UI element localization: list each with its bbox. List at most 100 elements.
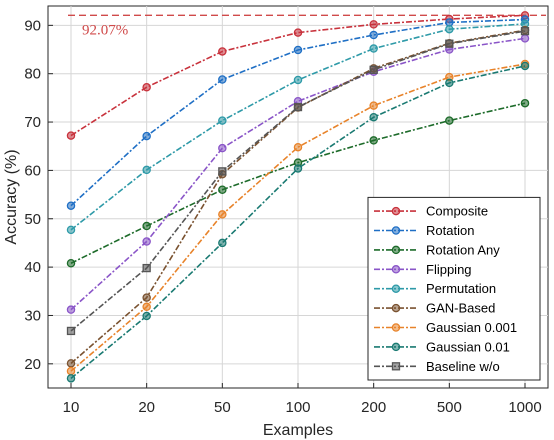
data-point <box>142 302 151 312</box>
legend-marker <box>391 265 401 274</box>
legend-label: GAN-Based <box>426 301 495 316</box>
legend-marker <box>391 342 401 352</box>
series-gaussian-0-01 <box>66 61 530 383</box>
legend-entry: Rotation <box>374 223 474 238</box>
series-layer <box>66 11 530 383</box>
legend-label: Gaussian 0.01 <box>426 339 510 354</box>
data-point <box>445 24 454 34</box>
data-point <box>293 164 303 173</box>
data-point <box>369 44 378 53</box>
data-point <box>66 326 76 336</box>
legend-entry: Gaussian 0.01 <box>374 339 510 354</box>
data-point <box>445 78 454 88</box>
legend-marker <box>391 226 401 235</box>
data-point <box>369 65 378 74</box>
y-axis-title: Accuracy (%) <box>3 149 20 244</box>
data-point <box>142 293 151 302</box>
legend-marker <box>391 362 401 371</box>
data-point <box>218 75 227 84</box>
data-point <box>293 75 303 85</box>
data-point <box>142 263 151 273</box>
legend-marker <box>391 323 401 332</box>
data-point <box>66 366 76 376</box>
data-point <box>445 116 454 125</box>
y-tick-label: 80 <box>24 66 41 83</box>
series-baseline-w-o <box>66 26 530 336</box>
data-point <box>369 20 378 29</box>
data-point <box>369 136 378 145</box>
legend-label: Composite <box>426 204 488 219</box>
data-point <box>66 131 76 140</box>
series-rotation-any <box>66 98 530 268</box>
y-tick-label: 30 <box>24 307 41 324</box>
data-point <box>66 258 76 268</box>
y-tick-labels: 20 30 40 50 60 70 80 90 <box>24 17 41 372</box>
data-point <box>369 101 378 110</box>
x-tick-label: 500 <box>437 399 462 416</box>
data-point <box>218 238 227 248</box>
legend-marker <box>391 303 401 313</box>
legend-entry: Rotation Any <box>374 242 500 257</box>
data-point <box>66 201 76 210</box>
x-tick-label: 1000 <box>508 399 541 416</box>
data-point <box>218 143 227 153</box>
legend-entry: Gaussian 0.001 <box>374 320 517 335</box>
x-tick-labels: 10 20 50 100 200 500 1000 <box>63 399 542 416</box>
y-tick-label: 50 <box>24 211 41 228</box>
data-point <box>66 225 76 235</box>
x-tick-label: 10 <box>63 399 80 416</box>
legend: Composite Rotation Rotation Any Flipping Per… <box>367 196 541 381</box>
x-tick-label: 100 <box>285 399 310 416</box>
data-point <box>142 131 151 141</box>
legend-entry: GAN-Based <box>374 301 495 316</box>
y-tick-label: 90 <box>24 17 41 34</box>
series-flipping <box>66 34 530 314</box>
data-point <box>142 82 151 92</box>
y-tick-label: 60 <box>24 162 41 179</box>
x-axis-title: Examples <box>263 422 333 439</box>
legend-entry: Permutation <box>374 281 496 296</box>
data-point <box>218 116 227 125</box>
y-tick-label: 20 <box>24 356 41 373</box>
series-rotation <box>66 15 530 210</box>
legend-label: Rotation Any <box>426 242 500 257</box>
legend-label: Baseline w/o <box>426 359 500 374</box>
legend-label: Rotation <box>426 223 474 238</box>
data-point <box>293 142 303 152</box>
data-point <box>369 112 378 122</box>
data-point <box>218 47 227 56</box>
legend-marker <box>391 284 401 293</box>
x-tick-label: 200 <box>361 399 386 416</box>
data-point <box>520 98 530 108</box>
data-point <box>520 34 530 43</box>
legend-label: Permutation <box>426 281 496 296</box>
legend-marker <box>391 206 401 216</box>
legend-marker <box>391 245 401 255</box>
data-point <box>142 221 151 231</box>
reference-label: 92.07% <box>82 22 128 38</box>
legend-entry: Composite <box>374 204 488 219</box>
y-tick-label: 70 <box>24 114 41 131</box>
data-point <box>218 210 227 219</box>
data-point <box>66 305 76 314</box>
data-point <box>218 167 227 176</box>
x-tick-label: 50 <box>214 399 231 416</box>
y-tick-label: 40 <box>24 259 41 276</box>
data-point <box>142 311 151 321</box>
data-point <box>142 237 151 246</box>
data-point <box>293 102 303 112</box>
data-point <box>66 374 76 383</box>
legend-label: Flipping <box>426 262 472 277</box>
data-point <box>218 185 227 194</box>
reference-layer: 92.07% <box>68 14 546 38</box>
data-point <box>293 45 303 55</box>
data-point <box>520 61 530 71</box>
data-point <box>520 26 530 36</box>
data-point <box>369 30 378 40</box>
data-point <box>445 39 454 48</box>
series-permutation <box>66 19 530 235</box>
data-point <box>293 28 303 37</box>
legend-entry: Baseline w/o <box>374 359 500 374</box>
data-point <box>66 359 76 368</box>
